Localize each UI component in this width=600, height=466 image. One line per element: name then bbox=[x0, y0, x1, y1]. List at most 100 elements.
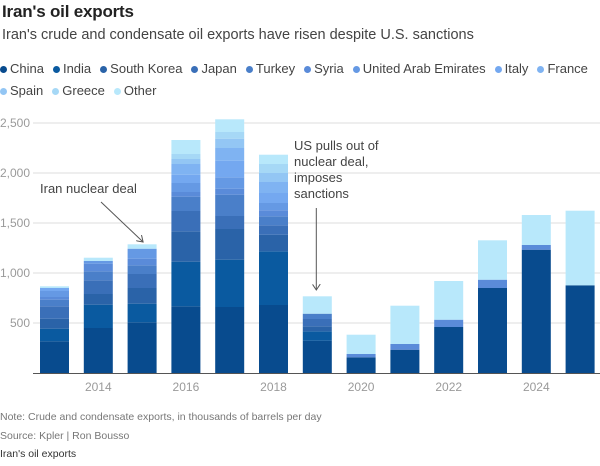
legend-dot-icon bbox=[352, 65, 360, 73]
bar-segment-other-2015 bbox=[127, 244, 157, 249]
bar-segment-other-2016 bbox=[171, 140, 201, 154]
bar-segment-united-arab-emirates-2013 bbox=[40, 291, 69, 297]
bar-segment-china-2023 bbox=[478, 288, 507, 373]
bar-segment-other-2018 bbox=[259, 154, 288, 164]
bar-group-2018 bbox=[259, 154, 288, 373]
y-tick-label: 1,500 bbox=[0, 216, 30, 230]
bar-segment-greece-2017 bbox=[215, 132, 245, 139]
bar-segment-japan-2018 bbox=[259, 225, 288, 235]
bar-group-2016 bbox=[171, 140, 201, 373]
bar-segment-other-2013 bbox=[40, 286, 69, 288]
x-tick-label: 2022 bbox=[435, 380, 462, 394]
bar-segment-india-2014 bbox=[83, 304, 113, 328]
bar-segment-turkey-2013 bbox=[40, 299, 69, 307]
bar-segment-syria-2017 bbox=[215, 188, 245, 195]
bar-segment-china-2024 bbox=[521, 249, 551, 373]
legend-label: China bbox=[10, 61, 44, 76]
bar-group-2020 bbox=[346, 334, 376, 373]
annotation-line: US pulls out of bbox=[294, 138, 379, 153]
bar-segment-other-2020 bbox=[346, 334, 376, 354]
bar-segment-india-2016 bbox=[171, 261, 201, 307]
legend-dot-icon bbox=[100, 65, 108, 73]
bar-segment-syria-2015 bbox=[127, 258, 157, 266]
legend-item-france: France bbox=[537, 58, 588, 80]
bar-segment-united-arab-emirates-2017 bbox=[215, 177, 245, 189]
bar-segment-south-korea-2018 bbox=[259, 234, 288, 252]
bar-segment-india-2019 bbox=[302, 331, 332, 341]
annotation-us-pulls-out: US pulls out of nuclear deal, imposes sanct… bbox=[294, 138, 379, 201]
bar-segment-turkey-2015 bbox=[127, 265, 157, 274]
bar-segment-china-2020 bbox=[346, 357, 376, 373]
bar-segment-spain-2018 bbox=[259, 173, 288, 182]
bar-group-2021 bbox=[390, 305, 420, 373]
bar-segment-japan-2016 bbox=[171, 211, 201, 232]
bar-segment-syria-2023 bbox=[478, 279, 507, 288]
x-tick-label: 2020 bbox=[348, 380, 375, 394]
legend-item-south-korea: South Korea bbox=[100, 58, 182, 80]
x-tick-label: 2014 bbox=[85, 380, 112, 394]
legend-label: Syria bbox=[314, 61, 344, 76]
legend-dot-icon bbox=[113, 87, 121, 95]
chart-note: Note: Crude and condensate exports, in t… bbox=[0, 411, 322, 423]
bar-segment-syria-2016 bbox=[171, 192, 201, 197]
chart-source: Source: Kpler | Ron Bousso bbox=[0, 430, 130, 442]
bar-group-2015 bbox=[127, 244, 157, 373]
bar-segment-china-2016 bbox=[171, 306, 201, 373]
bar-segment-japan-2019 bbox=[302, 319, 332, 327]
bar-segment-syria-2022 bbox=[434, 319, 464, 327]
legend-dot-icon bbox=[494, 65, 502, 73]
bar-segment-south-korea-2015 bbox=[127, 288, 157, 304]
bar-segment-turkey-2017 bbox=[215, 194, 245, 216]
bar-segment-south-korea-2016 bbox=[171, 231, 201, 262]
bar-segment-france-2018 bbox=[259, 182, 288, 193]
bar-segment-other-2021 bbox=[390, 305, 420, 344]
bar-segment-india-2018 bbox=[259, 251, 288, 305]
legend-row-2: Spain Greece Other bbox=[0, 80, 600, 102]
y-tick-label: 1,000 bbox=[0, 266, 30, 280]
bar-segment-united-arab-emirates-2016 bbox=[171, 183, 201, 192]
legend-item-india: India bbox=[52, 58, 92, 80]
bar-segment-other-2019 bbox=[302, 296, 332, 314]
bar-segment-italy-2016 bbox=[171, 174, 201, 183]
bar-segment-china-2017 bbox=[215, 307, 245, 373]
legend-label: Spain bbox=[10, 83, 44, 98]
annotation-line: nuclear deal, bbox=[294, 154, 368, 169]
bar-segment-turkey-2019 bbox=[302, 313, 332, 319]
legend-item-greece: Greece bbox=[52, 80, 105, 102]
bar-segment-syria-2014 bbox=[83, 263, 113, 272]
annotation-line: imposes bbox=[294, 170, 343, 185]
annotation-line: sanctions bbox=[294, 186, 349, 201]
legend-dot-icon bbox=[0, 87, 7, 95]
bar-segment-china-2021 bbox=[390, 349, 420, 373]
x-tick-label: 2024 bbox=[523, 380, 550, 394]
legend-label: India bbox=[62, 61, 92, 76]
bar-segment-china-2014 bbox=[83, 328, 113, 373]
bar-segment-china-2022 bbox=[434, 327, 464, 373]
bar-group-2014 bbox=[83, 257, 113, 373]
bar-segment-india-2015 bbox=[127, 303, 157, 323]
legend-label: Other bbox=[123, 83, 157, 98]
bar-segment-turkey-2018 bbox=[259, 216, 288, 226]
bar-segment-other-2023 bbox=[478, 240, 507, 280]
bar-segment-china-2018 bbox=[259, 305, 288, 373]
legend-dot-icon bbox=[304, 65, 312, 73]
y-tick-label: 500 bbox=[10, 316, 30, 330]
chart-title: Iran's oil exports bbox=[2, 2, 134, 21]
bar-segment-greece-2018 bbox=[259, 164, 288, 173]
annotation-arrow bbox=[100, 201, 143, 242]
legend-dot-icon bbox=[52, 65, 60, 73]
bar-group-2013 bbox=[40, 286, 69, 373]
x-tick-label: 2016 bbox=[173, 380, 200, 394]
bar-segment-france-2016 bbox=[171, 164, 201, 175]
bar-segment-syria-2013 bbox=[40, 297, 69, 300]
bar-group-2017 bbox=[215, 119, 245, 373]
legend-label: United Arab Emirates bbox=[362, 61, 486, 76]
bar-segment-greece-2016 bbox=[171, 154, 201, 159]
bar-group-2022 bbox=[434, 281, 464, 373]
legend-label: Turkey bbox=[255, 61, 296, 76]
legend-label: Greece bbox=[62, 83, 105, 98]
legend-item-united-arab-emirates: United Arab Emirates bbox=[352, 58, 486, 80]
bar-segment-syria-2024 bbox=[521, 245, 551, 250]
y-tick-label: 2,500 bbox=[0, 116, 30, 130]
legend-label: France bbox=[547, 61, 588, 76]
